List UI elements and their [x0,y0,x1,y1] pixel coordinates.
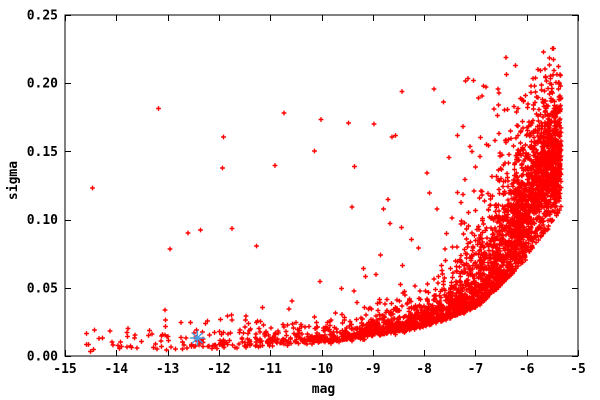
plot-border [64,14,579,357]
y-axis-label: sigma [6,161,21,200]
x-axis-label: mag [312,382,335,397]
x-tick-label: -9 [365,362,381,377]
y-tick-label: 0.20 [27,77,58,92]
y-tick-label: 0.10 [27,213,58,228]
asterisk-icon [189,330,205,346]
x-tick-label: -7 [468,362,484,377]
x-tick-label: -10 [310,362,334,377]
x-tick-label: -12 [207,362,230,377]
x-tick-label: -5 [570,362,586,377]
data-points-red [84,46,564,354]
y-tick-label: 0.25 [27,9,58,24]
x-tick-label: -13 [156,362,179,377]
highlighted-star-marker [189,330,205,346]
y-tick-label: 0.00 [27,350,58,365]
red-plus-markers [84,46,564,354]
x-tick-label: -11 [258,362,282,377]
x-tick-label: -14 [105,362,129,377]
x-tick-label: -6 [519,362,535,377]
y-tick-label: 0.05 [27,281,58,296]
y-tick-label: 0.15 [27,145,58,160]
axis-ticks [65,15,579,357]
plot-frame [64,14,579,357]
x-tick-label: -15 [53,362,76,377]
axis-tick-labels: -15 -14 -13 -12 -11 -10 -9 -8 -7 -6 -5 0.00 0.05 0.10… [27,9,586,378]
x-tick-label: -8 [416,362,432,377]
